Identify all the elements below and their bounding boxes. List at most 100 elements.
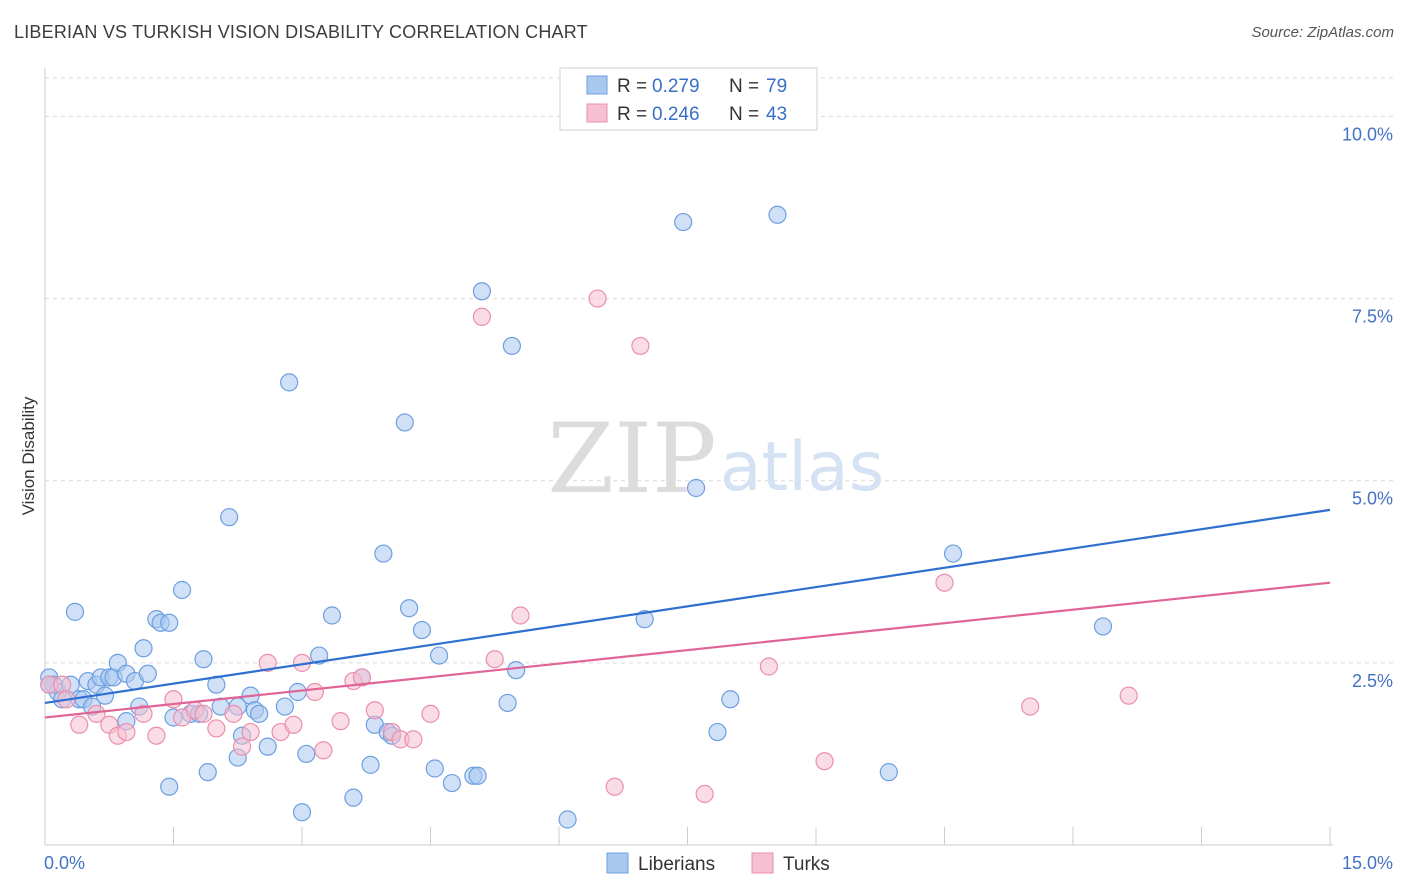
y-tick-label: 5.0%: [1352, 489, 1393, 509]
legend-r-label: R =: [617, 76, 647, 97]
turks-point: [117, 722, 136, 742]
liberians-point: [280, 373, 299, 392]
liberians-point: [425, 759, 444, 778]
liberians-point: [721, 690, 740, 709]
turks-point: [815, 752, 834, 771]
liberians-point: [1093, 617, 1113, 636]
turks-point: [258, 653, 277, 672]
liberians-point: [472, 282, 491, 301]
axes: [44, 68, 1333, 846]
turks-point: [1119, 686, 1138, 705]
chart-title: LIBERIAN VS TURKISH VISION DISABILITY CO…: [14, 22, 588, 42]
legend-r-value: 0.279: [652, 76, 700, 97]
bottom-legend: Liberians Turks: [606, 852, 830, 875]
turks-point: [759, 657, 778, 676]
liberians-point: [344, 788, 363, 807]
gridlines: [45, 77, 1393, 664]
liberians-point: [768, 205, 787, 224]
turks-point: [331, 712, 350, 731]
liberians-point: [172, 580, 192, 600]
turks-point: [365, 701, 384, 720]
turks-point: [421, 704, 440, 723]
liberians-point: [558, 810, 577, 829]
legend: R = 0.279 N = 79 R = 0.246 N = 43: [559, 67, 818, 131]
liberians-point: [292, 803, 312, 822]
legend-r-value: 0.246: [652, 104, 700, 125]
legend-n-value: 43: [766, 104, 787, 125]
legend-swatch-liberians: [586, 75, 608, 95]
turks-point: [314, 741, 333, 760]
turks-point: [485, 650, 504, 669]
liberians-point: [310, 646, 329, 665]
turks-point: [588, 289, 607, 308]
liberians-point: [635, 610, 654, 629]
watermark-atlas: atlas: [720, 428, 884, 507]
liberians-point: [429, 646, 449, 665]
liberians-point: [412, 620, 432, 640]
bottom-legend-liberians: Liberians: [638, 854, 715, 875]
liberians-point: [442, 773, 462, 793]
turks-points: [40, 289, 1138, 804]
liberians-point: [395, 413, 414, 432]
liberians-point: [194, 650, 213, 669]
liberians-point: [160, 777, 179, 796]
liberians-point: [138, 664, 157, 683]
turks-point: [134, 704, 153, 723]
liberians-point: [275, 697, 294, 716]
watermark: ZIP atlas: [547, 403, 884, 515]
liberians-point: [374, 544, 393, 563]
turks-point: [631, 336, 650, 356]
turks-point: [305, 682, 324, 702]
chart-source: Source: ZipAtlas.com: [1251, 24, 1394, 41]
turks-point: [207, 719, 226, 738]
y-axis-title: Vision Disability: [19, 396, 38, 515]
y-tick-label: 10.0%: [1342, 124, 1393, 144]
legend-n-label: N =: [729, 76, 759, 97]
turks-point: [695, 784, 714, 804]
turks-point: [284, 715, 303, 734]
liberians-point: [686, 478, 706, 498]
turks-point: [241, 722, 260, 742]
turks-point: [472, 307, 491, 326]
liberians-point: [468, 766, 487, 785]
liberians-point: [65, 602, 85, 621]
x-ticks: [44, 827, 1331, 845]
liberians-point: [220, 508, 239, 527]
turks-point: [70, 715, 89, 734]
liberians-point: [160, 613, 179, 632]
turks-trendline: [44, 581, 1331, 719]
legend-r-label: R =: [617, 104, 647, 125]
turks-point: [605, 777, 624, 796]
legend-swatch-turks: [586, 103, 608, 123]
liberians-point: [708, 722, 727, 742]
liberians-point: [498, 693, 517, 713]
watermark-zip: ZIP: [547, 403, 716, 515]
turks-point: [935, 573, 954, 592]
bottom-legend-swatch-turks: [751, 852, 774, 874]
x-tick-label-max: 15.0%: [1342, 853, 1393, 873]
turks-point: [1021, 697, 1040, 716]
legend-n-label: N =: [729, 104, 759, 125]
liberians-point: [250, 704, 269, 723]
turks-point: [511, 606, 530, 625]
liberians-trendline: [44, 508, 1331, 705]
turks-point: [147, 726, 166, 745]
liberians-point: [361, 755, 380, 774]
liberians-point: [134, 639, 153, 658]
y-tick-label: 7.5%: [1352, 307, 1393, 327]
liberians-point: [674, 212, 693, 232]
liberians-point: [399, 599, 419, 618]
legend-n-value: 79: [766, 76, 787, 97]
turks-point: [352, 668, 372, 687]
bottom-legend-swatch-liberians: [606, 852, 629, 874]
liberians-point: [297, 744, 316, 764]
liberians-point: [507, 661, 526, 680]
liberians-point: [198, 763, 217, 782]
turks-point: [232, 737, 252, 756]
bottom-legend-turks: Turks: [783, 854, 830, 875]
y-tick-labels: 2.5% 5.0% 7.5% 10.0%: [1342, 124, 1393, 690]
turks-point: [404, 730, 423, 749]
turks-point: [224, 704, 243, 723]
liberians-point: [322, 606, 342, 625]
